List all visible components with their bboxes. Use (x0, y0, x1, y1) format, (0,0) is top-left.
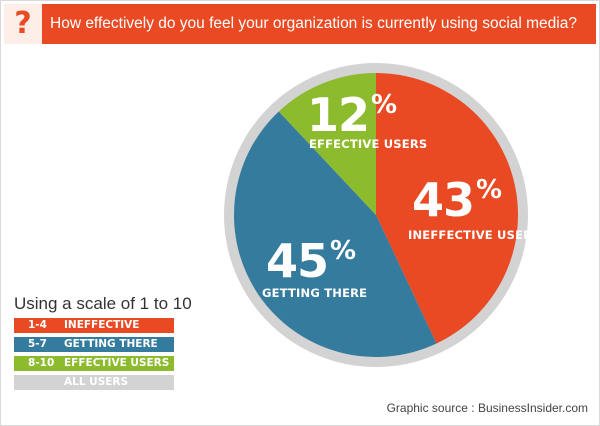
legend: Using a scale of 1 to 10 1-4 INEFFECTIVE… (14, 294, 192, 394)
legend-range: 1-4 (28, 319, 47, 331)
slice-ineffective-label: INEFFECTIVE USERS (408, 228, 541, 242)
legend-title: Using a scale of 1 to 10 (14, 294, 192, 313)
pie-slice-getting-there (233, 111, 437, 358)
slice-ineffective-percent-symbol: % (476, 175, 503, 205)
slice-effective-percent: 12% (307, 92, 397, 138)
slice-getting-there-percent-number: 45 (266, 234, 329, 288)
slice-ineffective-percent-number: 43 (412, 173, 475, 227)
legend-range (14, 375, 64, 390)
pie-slice-ineffective (376, 73, 519, 344)
legend-text: ALL USERS (64, 376, 129, 388)
slice-ineffective-percent: 43% (412, 177, 502, 223)
slice-getting-there-percent: 45% (266, 238, 356, 284)
slice-getting-there-percent-symbol: % (330, 236, 357, 266)
question-header: ? How effectively do you feel your organ… (4, 4, 596, 44)
slice-effective-percent-symbol: % (371, 90, 398, 120)
legend-item-effective: 8-10 EFFECTIVE USERS (14, 356, 174, 371)
legend-text: EFFECTIVE USERS (64, 357, 170, 369)
question-text: How effectively do you feel your organiz… (42, 4, 596, 44)
slice-getting-there-label: GETTING THERE (262, 286, 368, 300)
legend-text: INEFFECTIVE (64, 319, 140, 331)
pie-slice-effective (278, 73, 376, 215)
question-mark-icon: ? (4, 4, 42, 44)
source-credit: Graphic source : BusinessInsider.com (386, 401, 588, 415)
legend-range: 5-7 (28, 338, 47, 350)
slice-effective-label: EFFECTIVE USERS (309, 137, 428, 151)
legend-text: GETTING THERE (64, 338, 158, 350)
legend-item-ineffective: 1-4 INEFFECTIVE (14, 318, 174, 333)
legend-range: 8-10 (28, 357, 55, 369)
slice-effective-percent-number: 12 (307, 88, 370, 142)
legend-item-all-users: ALL USERS (14, 375, 174, 390)
legend-item-getting-there: 5-7 GETTING THERE (14, 337, 174, 352)
